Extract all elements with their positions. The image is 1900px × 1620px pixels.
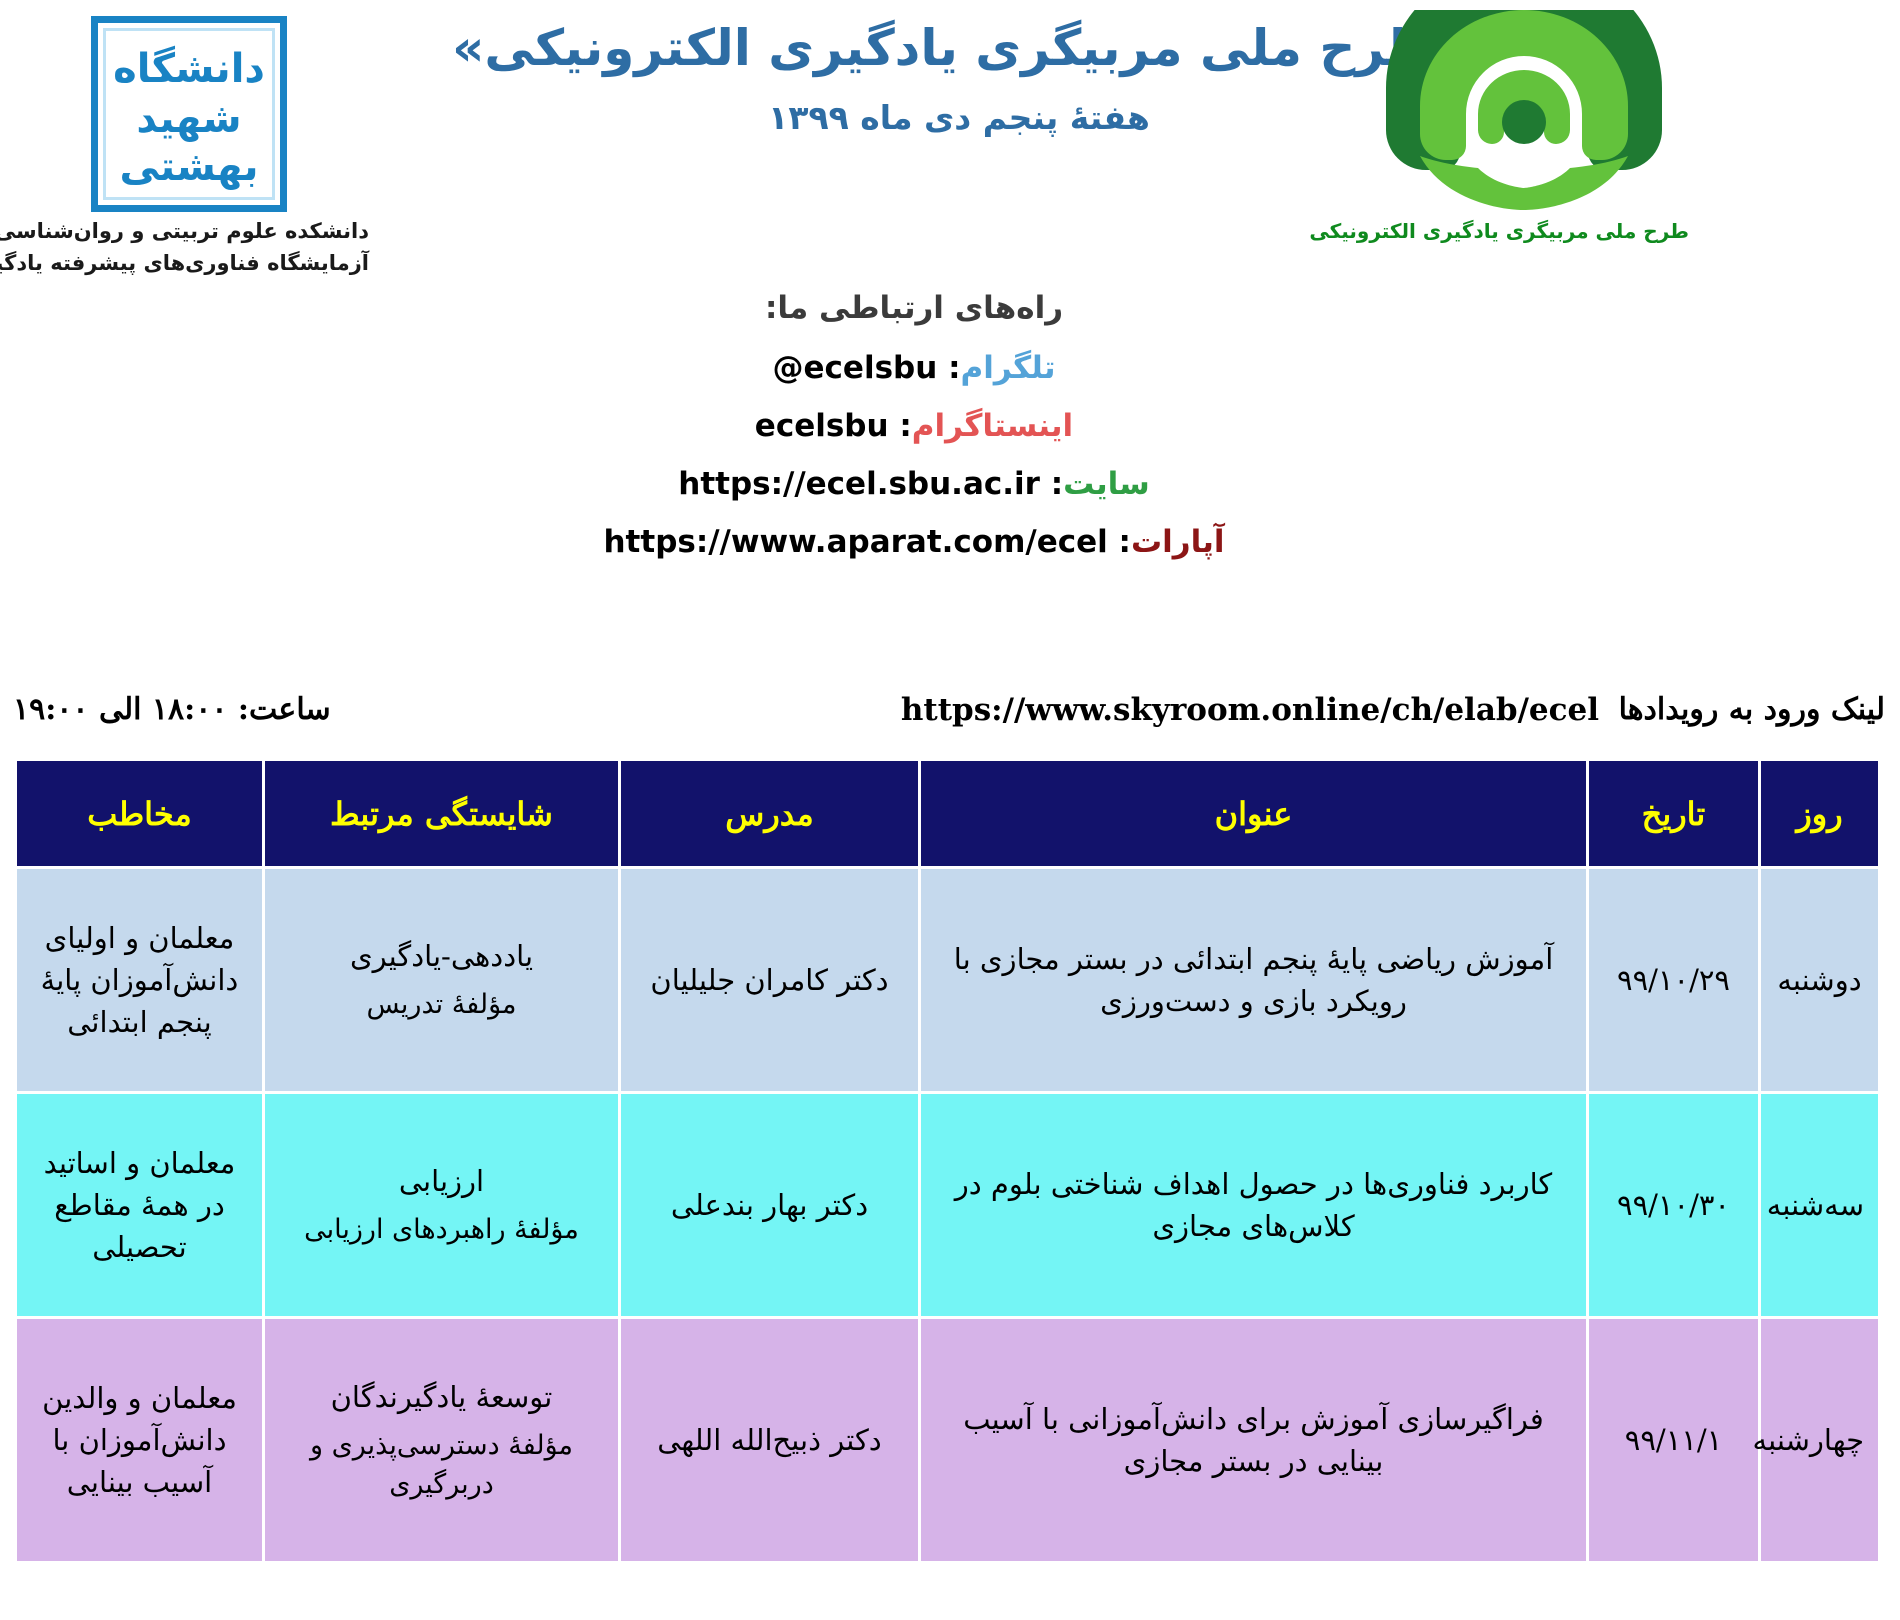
- cell-competency: ارزیابی مؤلفهٔ راهبردهای ارزیابی: [263, 1091, 622, 1319]
- contact-row-aparat: آپارات: https://www.aparat.com/ecel: [604, 524, 1226, 560]
- university-block: دانشگاه شهید بهشتی دانشکده علوم تربیتی و…: [0, 8, 370, 279]
- poster-header: دانشگاه شهید بهشتی دانشکده علوم تربیتی و…: [0, 0, 1900, 620]
- cell-lecturer: دکتر کامران جلیلیان: [619, 866, 922, 1094]
- cell-title: فراگیرسازی آموزش برای دانش‌آموزانی با آس…: [919, 1316, 1590, 1564]
- contact-heading: راه‌های ارتباطی ما:: [765, 290, 1065, 326]
- table-row: دوشنبه ۹۹/۱۰/۲۹ آموزش ریاضی پایهٔ پنجم ا…: [15, 866, 1882, 1094]
- cell-date: ۹۹/۱۰/۲۹: [1587, 866, 1762, 1094]
- lab-name: آزمایشگاه فناوری‌های پیشرفته یادگیری: [0, 251, 370, 276]
- cell-lecturer: دکتر ذبیح‌الله اللهی: [619, 1316, 922, 1564]
- column-header-lecturer[interactable]: مدرس: [619, 758, 922, 869]
- contact-label-aparat: آپارات: [1131, 524, 1226, 560]
- event-time-text: ساعت: ۱۸:۰۰ الی ۱۹:۰۰: [14, 692, 332, 727]
- contact-row-instagram: اینستاگرام: ecelsbu: [755, 408, 1075, 444]
- competency-sub: مؤلفهٔ دسترسی‌پذیری و دربرگیری: [310, 1429, 575, 1501]
- cell-title: آموزش ریاضی پایهٔ پنجم ابتدائی در بستر م…: [919, 866, 1590, 1094]
- cell-day: چهارشنبه: [1754, 1316, 1882, 1564]
- contact-value-instagram[interactable]: ecelsbu: [755, 408, 890, 444]
- schedule-table-wrap: روز تاریخ عنوان مدرس شایستگی مرتبط مخاطب…: [15, 758, 1882, 1564]
- ecel-program-logo-block: طرح ملی مربیگری یادگیری الکترونیکی: [1310, 10, 1690, 243]
- svg-text:دانشگاه: دانشگاه: [115, 45, 265, 92]
- title-block: «طرح ملی مربیگری یادگیری الکترونیکی» هفت…: [400, 18, 1520, 137]
- cell-date: ۹۹/۱۰/۳۰: [1587, 1091, 1762, 1319]
- shahid-beheshti-university-logo: دانشگاه شهید بهشتی: [92, 16, 288, 212]
- event-link-strip: لینک ورود به رویدادها https://www.skyroo…: [0, 690, 1900, 752]
- cell-competency: توسعهٔ یادگیرندگان مؤلفهٔ دسترسی‌پذیری و…: [263, 1316, 622, 1564]
- column-header-title[interactable]: عنوان: [919, 758, 1590, 869]
- page-title: «طرح ملی مربیگری یادگیری الکترونیکی»: [453, 19, 1467, 77]
- column-header-date[interactable]: تاریخ: [1587, 758, 1762, 869]
- cell-day: دوشنبه: [1759, 866, 1882, 1094]
- contact-row-website: سایت: https://ecel.sbu.ac.ir: [679, 466, 1151, 502]
- table-row: سه‌شنبه ۹۹/۱۰/۳۰ کاربرد فناوری‌ها در حصو…: [15, 1091, 1882, 1319]
- contact-value-aparat[interactable]: https://www.aparat.com/ecel: [604, 524, 1109, 560]
- competency-main: توسعهٔ یادگیرندگان: [331, 1379, 554, 1414]
- svg-text:بهشتی: بهشتی: [121, 144, 260, 190]
- contact-row-telegram: تلگرام: @ecelsbu: [773, 350, 1057, 386]
- contact-label-instagram: اینستاگرام: [912, 408, 1075, 444]
- cell-audience: معلمان و اولیای دانش‌آموزان پایهٔ پنجم ا…: [15, 866, 266, 1094]
- column-header-day[interactable]: روز: [1759, 758, 1882, 869]
- event-link-label: لینک ورود به رویدادها: [1619, 692, 1886, 727]
- column-header-competency[interactable]: شایستگی مرتبط: [263, 758, 622, 869]
- contact-value-telegram[interactable]: @ecelsbu: [773, 350, 939, 386]
- svg-text:شهید: شهید: [137, 96, 242, 142]
- competency-sub: مؤلفهٔ تدریس: [367, 989, 518, 1021]
- competency-main: ارزیابی: [399, 1164, 486, 1199]
- faculty-name: دانشکده علوم تربیتی و روان‌شناسی: [0, 219, 370, 243]
- cell-audience: معلمان و اساتید در همهٔ مقاطع تحصیلی: [15, 1091, 266, 1319]
- event-link-url[interactable]: https://www.skyroom.online/ch/elab/ecel: [901, 692, 1600, 728]
- page-subtitle: هفتهٔ پنجم دی ماه ۱۳۹۹: [769, 98, 1151, 137]
- schedule-table: روز تاریخ عنوان مدرس شایستگی مرتبط مخاطب…: [15, 758, 1882, 1564]
- table-header-row: روز تاریخ عنوان مدرس شایستگی مرتبط مخاطب: [15, 758, 1882, 869]
- ecel-program-logo: [1387, 10, 1663, 210]
- competency-main: یاددهی-یادگیری: [350, 939, 535, 974]
- competency-sub: مؤلفهٔ راهبردهای ارزیابی: [305, 1214, 580, 1246]
- contact-block: راه‌های ارتباطی ما: تلگرام: @ecelsbu این…: [300, 290, 1530, 582]
- cell-date: ۹۹/۱۱/۱: [1587, 1316, 1762, 1564]
- cell-day: سه‌شنبه: [1759, 1091, 1882, 1319]
- cell-competency: یاددهی-یادگیری مؤلفهٔ تدریس: [263, 866, 622, 1094]
- ecel-logo-caption: طرح ملی مربیگری یادگیری الکترونیکی: [1310, 219, 1690, 243]
- table-row: چهارشنبه ۹۹/۱۱/۱ فراگیرسازی آموزش برای د…: [15, 1316, 1882, 1564]
- cell-lecturer: دکتر بهار بندعلی: [619, 1091, 922, 1319]
- column-header-audience[interactable]: مخاطب: [15, 758, 266, 869]
- contact-label-telegram: تلگرام: [961, 350, 1057, 386]
- cell-title: کاربرد فناوری‌ها در حصول اهداف شناختی بل…: [919, 1091, 1590, 1319]
- cell-audience: معلمان و والدین دانش‌آموزان با آسیب بینا…: [15, 1316, 266, 1564]
- contact-label-website: سایت: [1064, 466, 1151, 502]
- contact-value-website[interactable]: https://ecel.sbu.ac.ir: [679, 466, 1041, 502]
